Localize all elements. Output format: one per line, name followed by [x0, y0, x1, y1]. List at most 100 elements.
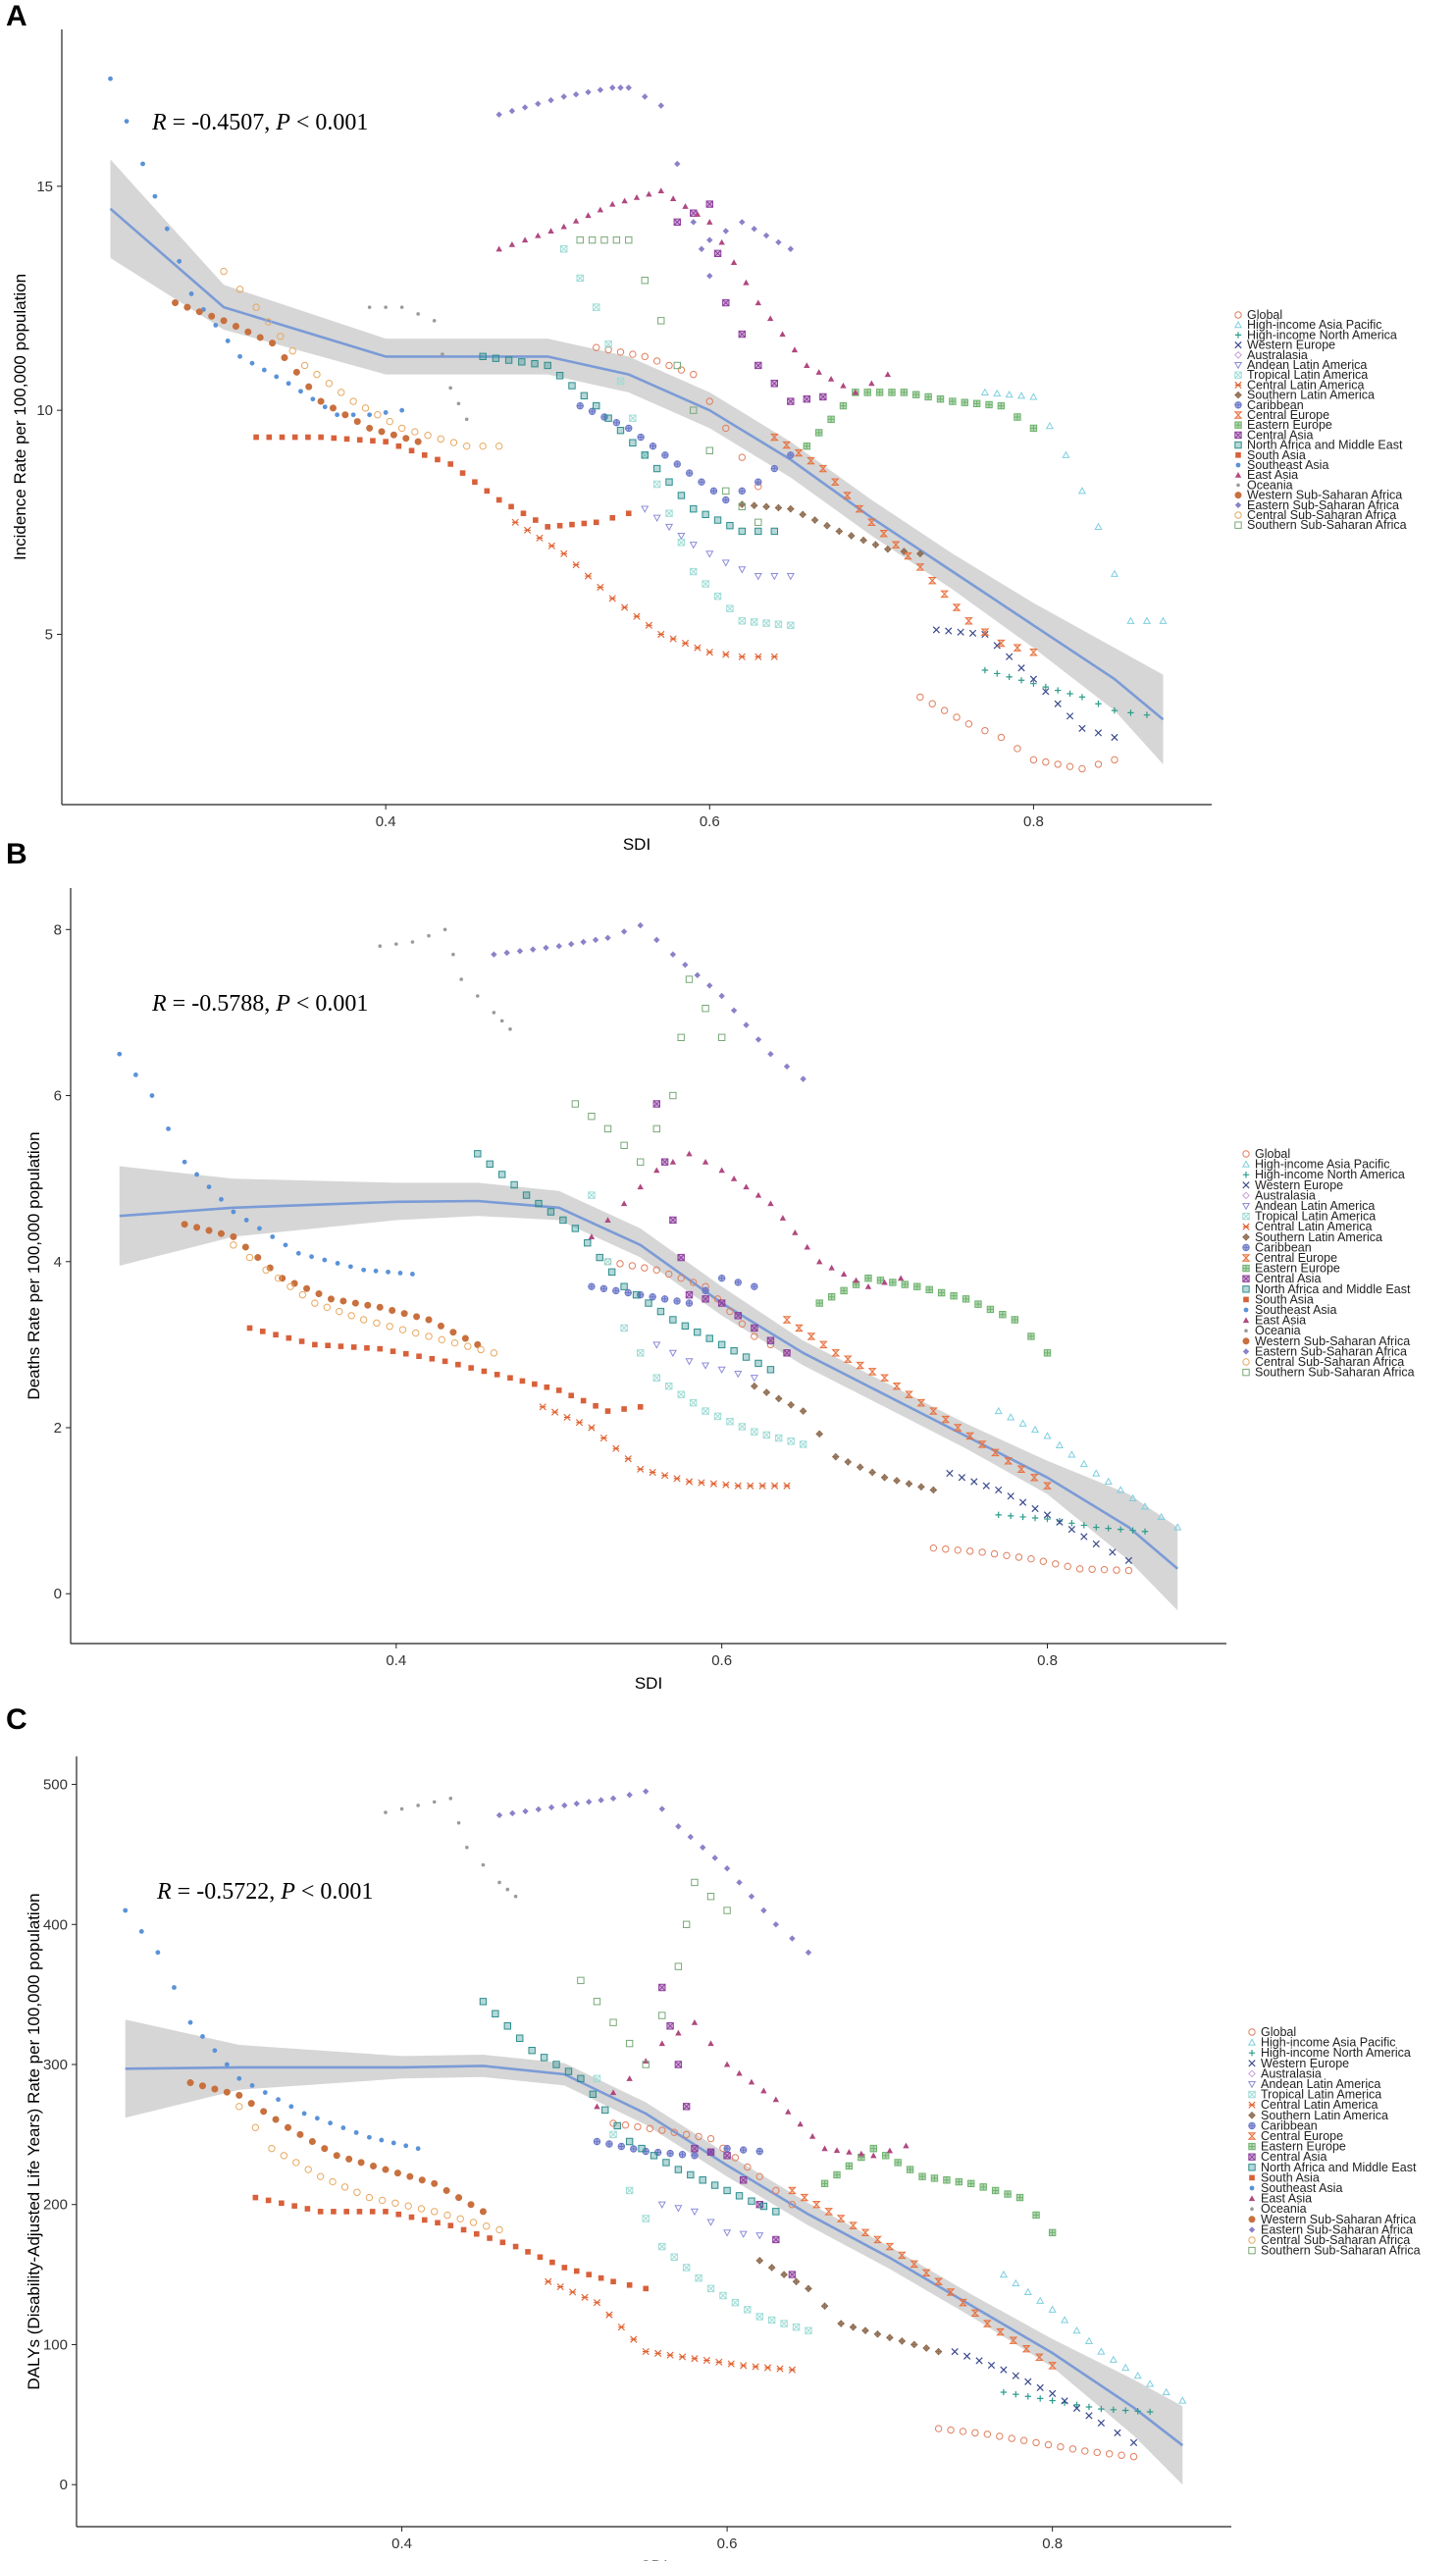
data-point — [359, 1316, 368, 1324]
data-point — [208, 312, 216, 320]
data-point — [353, 2188, 361, 2196]
data-point — [936, 395, 945, 403]
data-point — [1017, 677, 1025, 684]
data-point — [1178, 2396, 1187, 2404]
data-point — [560, 245, 568, 253]
data-point — [259, 1329, 266, 1334]
data-point — [276, 2097, 281, 2103]
data-point — [549, 2259, 555, 2266]
panel-b-y-tick-label: 4 — [54, 1254, 62, 1271]
data-point — [593, 2299, 601, 2307]
data-point — [395, 443, 402, 449]
annotation-r: R — [151, 991, 167, 1017]
data-point — [318, 434, 324, 441]
data-point — [378, 2196, 387, 2205]
data-point — [972, 399, 981, 408]
data-point — [783, 1482, 791, 1490]
data-point — [751, 1382, 758, 1390]
data-point — [718, 992, 725, 1000]
legend-marker — [1242, 1317, 1250, 1324]
legend-item-high-income-north-america: High-income North America — [1242, 1168, 1405, 1181]
panel-a-x-tick-label: 0.8 — [1023, 813, 1044, 830]
data-point — [347, 1264, 353, 1270]
data-point — [815, 429, 823, 437]
data-point — [329, 404, 337, 412]
data-point — [787, 397, 795, 405]
data-point — [748, 2078, 755, 2085]
data-point — [300, 361, 309, 370]
data-point — [905, 1480, 913, 1488]
data-point — [1094, 729, 1103, 737]
data-point — [483, 2222, 491, 2230]
data-point — [1042, 758, 1050, 766]
data-point — [560, 223, 567, 230]
data-point — [754, 1191, 762, 1198]
data-point — [1104, 1477, 1113, 1486]
data-point — [575, 1419, 584, 1427]
data-point — [787, 245, 795, 252]
data-point — [863, 389, 871, 396]
legend-label: Western Sub-Saharan Africa — [1255, 1334, 1410, 1348]
data-point — [580, 392, 589, 400]
data-point — [347, 1312, 355, 1320]
data-point — [669, 951, 677, 958]
data-point — [335, 412, 340, 418]
data-point — [504, 356, 513, 364]
data-point — [694, 211, 702, 217]
data-point — [408, 2214, 415, 2221]
legend-label: South Asia — [1247, 448, 1306, 462]
legend-label: Central Europe — [1255, 1251, 1337, 1265]
data-point — [675, 2029, 682, 2036]
legend-marker — [1242, 1337, 1250, 1345]
data-point — [916, 693, 924, 702]
data-point — [1127, 709, 1134, 716]
data-point — [329, 2177, 337, 2186]
data-point — [1072, 2326, 1081, 2334]
data-point — [660, 1158, 669, 1166]
legend-marker — [1235, 462, 1241, 468]
data-point — [625, 2039, 634, 2048]
data-point — [244, 328, 252, 336]
data-point — [786, 573, 795, 581]
data-point — [1017, 664, 1025, 672]
data-point — [866, 518, 876, 527]
data-point — [1042, 683, 1049, 691]
data-point — [177, 258, 182, 264]
legend-marker — [1248, 2028, 1256, 2036]
panel-b-correlation-annotation: R = -0.5788, P < 0.001 — [151, 991, 368, 1017]
data-point — [633, 194, 641, 200]
data-point — [674, 1962, 683, 1970]
panel-a-series-global — [593, 343, 1118, 773]
data-point — [340, 2183, 349, 2191]
data-point — [930, 2174, 939, 2182]
data-point — [731, 2298, 740, 2307]
data-point — [604, 340, 612, 348]
data-point — [108, 76, 113, 81]
data-point — [1128, 1493, 1137, 1501]
data-point — [759, 2202, 768, 2211]
data-point — [495, 1811, 503, 1819]
data-point — [916, 549, 924, 558]
data-point — [580, 938, 587, 946]
panel-c-y-tick-label: 0 — [60, 2477, 68, 2493]
data-point — [685, 1358, 694, 1366]
data-point — [981, 630, 989, 639]
data-point — [1034, 2353, 1044, 2361]
data-point — [766, 1336, 775, 1344]
data-point — [868, 1468, 876, 1477]
data-point — [876, 1277, 885, 1284]
data-point — [626, 2075, 633, 2081]
data-point — [722, 424, 730, 433]
data-point — [974, 1300, 982, 1308]
data-point — [738, 487, 746, 495]
legend-label: Central Sub-Saharan Africa — [1255, 1355, 1404, 1369]
data-point — [472, 479, 478, 486]
legend-marker — [1241, 1160, 1251, 1168]
legend-item-western-sub-saharan-africa: Western Sub-Saharan Africa — [1242, 1334, 1410, 1348]
data-point — [673, 1297, 681, 1305]
data-point — [937, 1288, 946, 1297]
data-point — [831, 1452, 840, 1461]
legend-label: Tropical Latin America — [1255, 1210, 1376, 1224]
data-point — [568, 1392, 574, 1399]
legend-marker — [1233, 320, 1243, 329]
